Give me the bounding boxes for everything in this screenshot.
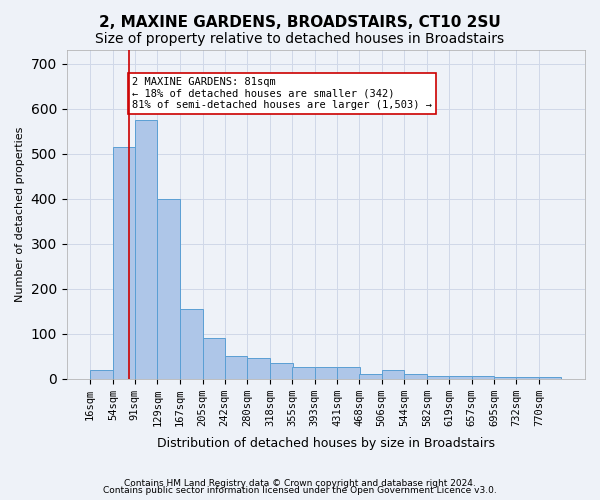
Text: Contains HM Land Registry data © Crown copyright and database right 2024.: Contains HM Land Registry data © Crown c…	[124, 478, 476, 488]
Text: Contains public sector information licensed under the Open Government Licence v3: Contains public sector information licen…	[103, 486, 497, 495]
Bar	[472, 376, 494, 378]
Y-axis label: Number of detached properties: Number of detached properties	[15, 126, 25, 302]
Bar	[157, 198, 180, 378]
Bar	[382, 370, 404, 378]
Bar	[224, 356, 247, 378]
Text: 2 MAXINE GARDENS: 81sqm
← 18% of detached houses are smaller (342)
81% of semi-d: 2 MAXINE GARDENS: 81sqm ← 18% of detache…	[132, 77, 432, 110]
Bar	[113, 147, 136, 378]
Bar	[337, 368, 360, 378]
Bar	[404, 374, 427, 378]
X-axis label: Distribution of detached houses by size in Broadstairs: Distribution of detached houses by size …	[157, 437, 495, 450]
Bar	[359, 374, 382, 378]
Text: 2, MAXINE GARDENS, BROADSTAIRS, CT10 2SU: 2, MAXINE GARDENS, BROADSTAIRS, CT10 2SU	[99, 15, 501, 30]
Bar	[427, 376, 449, 378]
Bar	[449, 376, 472, 378]
Bar	[203, 338, 225, 378]
Bar	[247, 358, 270, 378]
Bar	[314, 368, 337, 378]
Bar	[180, 309, 203, 378]
Text: Size of property relative to detached houses in Broadstairs: Size of property relative to detached ho…	[95, 32, 505, 46]
Bar	[270, 363, 293, 378]
Bar	[90, 370, 113, 378]
Bar	[292, 368, 314, 378]
Bar	[135, 120, 157, 378]
